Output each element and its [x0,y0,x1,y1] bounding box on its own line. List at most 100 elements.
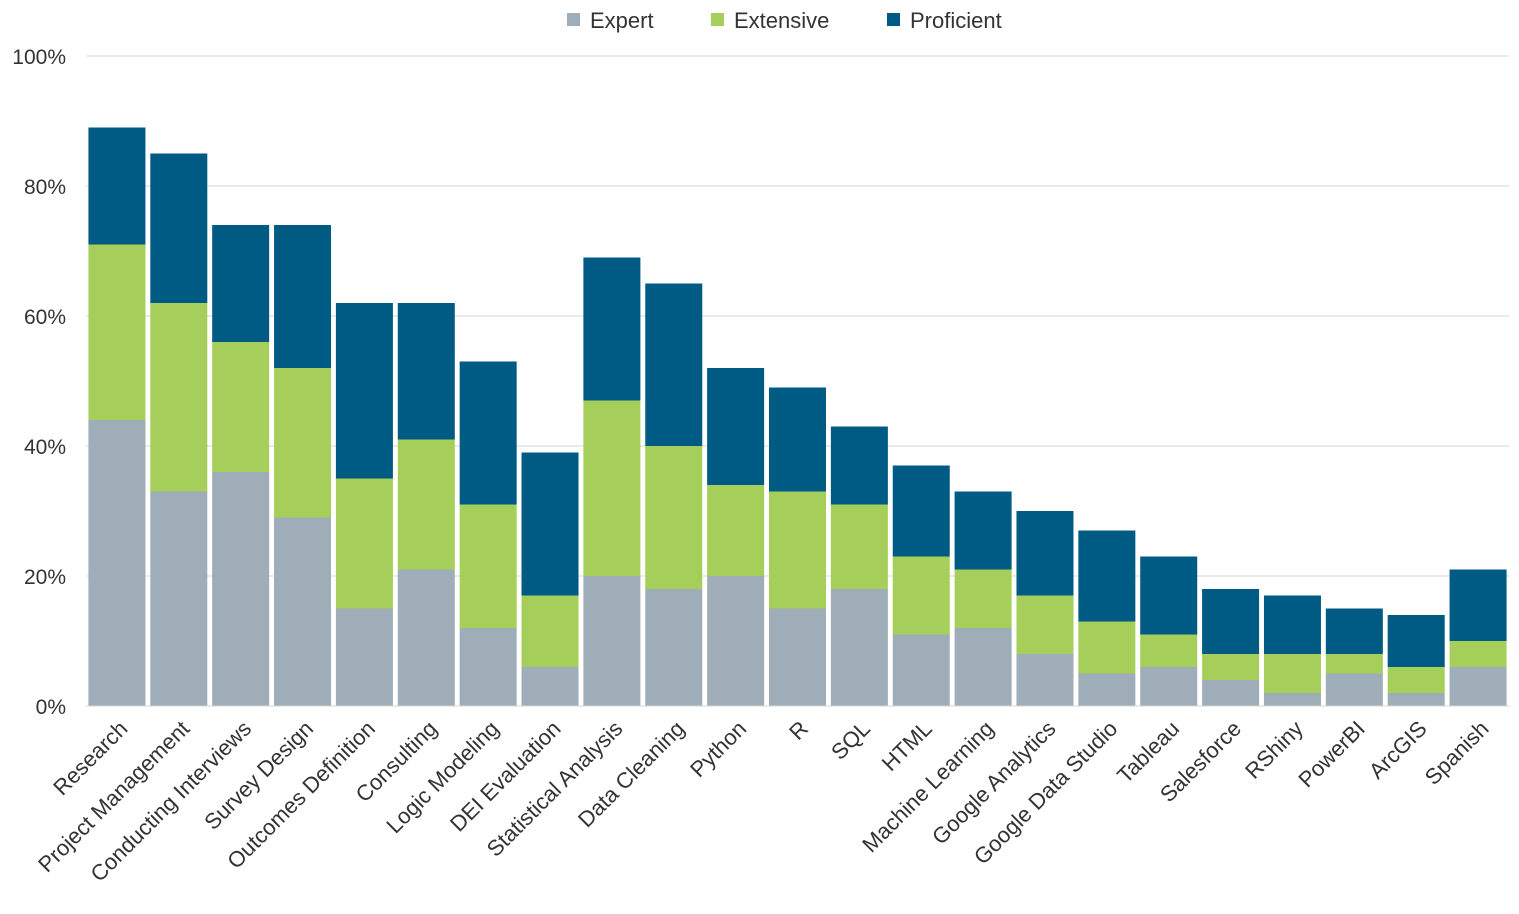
bar-expert-machine-learning [954,628,1012,706]
bar-proficient-statistical-analysis [583,257,641,401]
bar-stack-outcomes-definition [335,303,393,706]
bar-stack-survey-design [274,225,332,706]
bar-stack-machine-learning [954,491,1012,706]
x-tick-label: Python [685,716,751,782]
bar-proficient-machine-learning [954,491,1012,570]
bar-extensive-conducting-interviews [212,342,270,472]
y-axis: 0% 20% 40% 60% 80% 100% [12,46,66,719]
bar-proficient-r [769,387,826,492]
bar-stack-data-cleaning [645,283,703,706]
x-tick-label: HTML [877,716,937,776]
bar-expert-rshiny [1263,693,1321,706]
legend-label: Expert [590,8,654,33]
bar-stack-r [769,387,826,706]
bar-extensive-machine-learning [954,569,1012,628]
bar-expert-outcomes-definition [335,608,393,706]
bar-proficient-data-cleaning [645,283,703,446]
bar-proficient-outcomes-definition [335,303,393,479]
bar-proficient-survey-design [274,225,332,368]
bar-stack-statistical-analysis [583,257,641,706]
legend-item-extensive: Extensive [711,8,829,33]
bar-extensive-powerbi [1325,654,1383,674]
bar-extensive-html [892,556,950,635]
legend-item-expert: Expert [567,8,654,33]
y-tick-label: 0% [36,696,66,719]
bar-expert-data-cleaning [645,589,703,706]
bar-stack-salesforce [1202,589,1260,706]
bar-stack-consulting [397,303,455,706]
bar-extensive-survey-design [274,368,332,518]
bar-extensive-consulting [397,439,455,570]
bar-proficient-salesforce [1202,589,1260,654]
bar-proficient-powerbi [1325,608,1383,654]
bar-expert-statistical-analysis [583,576,641,706]
x-tick-label: R [784,716,813,745]
bar-stack-rshiny [1263,595,1321,706]
bar-proficient-html [892,465,950,557]
bars [88,127,1507,706]
x-tick-label: SQL [826,716,875,765]
bar-expert-dei-evaluation [521,667,579,706]
bar-extensive-r [769,491,826,609]
bar-proficient-conducting-interviews [212,225,270,342]
legend-label: Extensive [734,8,829,33]
bar-extensive-dei-evaluation [521,595,579,667]
bar-proficient-arcgis [1387,615,1445,667]
bar-extensive-google-analytics [1016,595,1074,654]
bar-proficient-consulting [397,303,455,440]
bar-stack-python [707,368,765,706]
legend-swatch [887,13,900,26]
bar-expert-python [707,576,765,706]
bar-extensive-python [707,485,765,576]
bar-proficient-google-analytics [1016,511,1074,596]
x-tick-label: Survey Design [199,716,318,835]
bar-stack-google-data-studio [1078,530,1136,706]
bar-stack-conducting-interviews [212,225,270,706]
bar-stack-arcgis [1387,615,1445,706]
bar-extensive-sql [830,504,888,589]
bar-stack-research [88,127,146,706]
bar-proficient-python [707,368,765,485]
bar-proficient-rshiny [1263,595,1321,654]
bar-expert-google-analytics [1016,654,1074,706]
bar-extensive-spanish [1449,641,1507,667]
bar-proficient-research [88,127,146,245]
bar-stack-html [892,465,950,706]
bar-proficient-sql [830,426,888,505]
bar-extensive-rshiny [1263,654,1321,693]
bar-expert-conducting-interviews [212,472,270,706]
bar-proficient-logic-modeling [459,361,517,505]
y-tick-label: 20% [24,566,66,589]
bar-proficient-dei-evaluation [521,452,579,596]
y-tick-label: 100% [12,46,66,69]
legend-swatch [711,13,724,26]
bar-expert-sql [830,589,888,706]
legend-swatch [567,13,580,26]
bar-expert-survey-design [274,517,332,706]
bar-proficient-project-management [150,153,208,303]
bar-expert-logic-modeling [459,628,517,706]
bar-extensive-data-cleaning [645,446,703,589]
bar-extensive-research [88,244,146,420]
bar-stack-logic-modeling [459,361,517,706]
bar-extensive-project-management [150,303,208,492]
bar-expert-spanish [1449,667,1507,706]
y-tick-label: 80% [24,176,66,199]
chart-legend: Expert Extensive Proficient [567,8,1002,33]
bar-extensive-outcomes-definition [335,478,393,609]
bar-expert-research [88,420,146,706]
legend-item-proficient: Proficient [887,8,1002,33]
bar-proficient-tableau [1140,556,1198,635]
x-tick-label: PowerBI [1293,716,1369,792]
bar-stack-spanish [1449,569,1507,706]
bar-extensive-logic-modeling [459,504,517,628]
bar-expert-salesforce [1202,680,1260,706]
y-tick-label: 40% [24,436,66,459]
bar-extensive-arcgis [1387,667,1445,693]
x-tick-label: DEI Evaluation [445,716,566,837]
bar-stack-project-management [150,153,208,706]
bar-expert-consulting [397,569,455,706]
